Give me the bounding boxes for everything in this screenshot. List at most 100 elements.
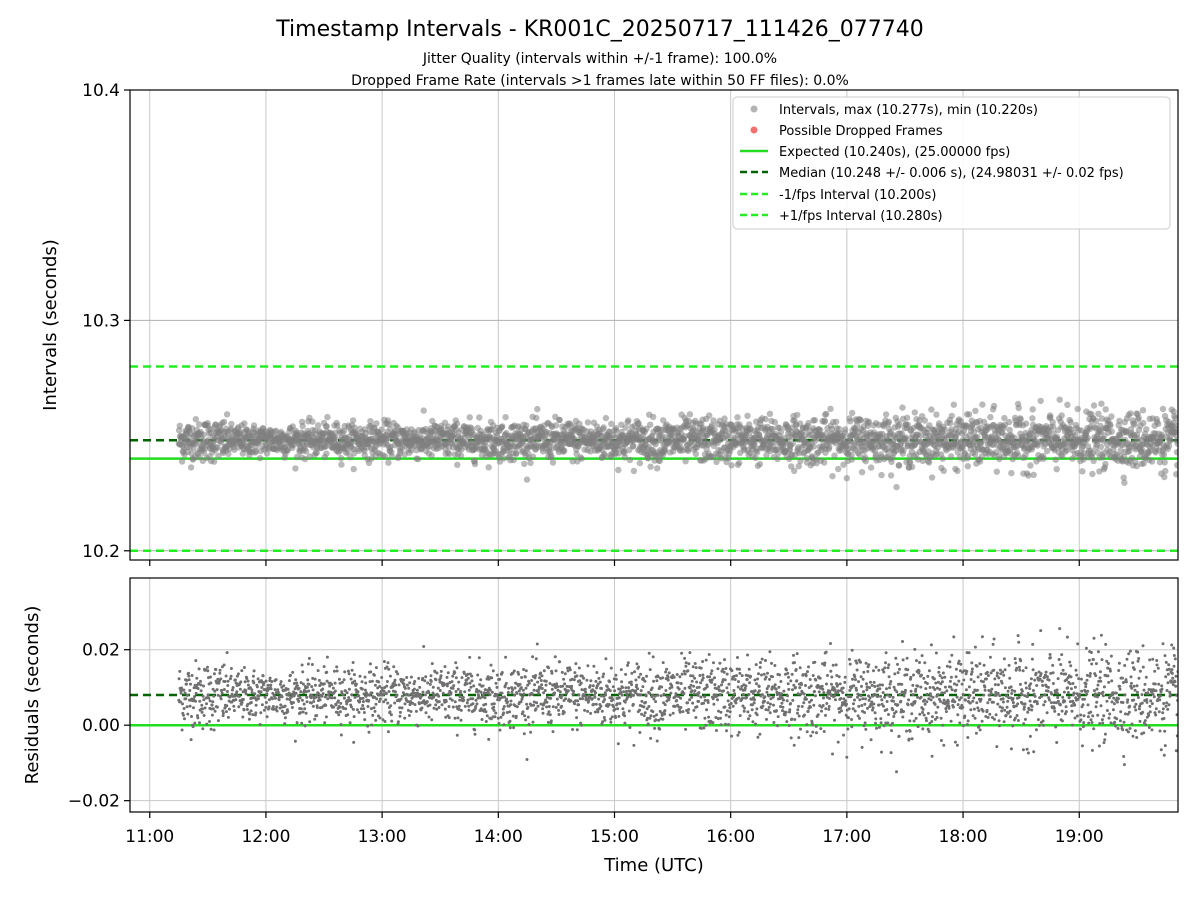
residual-point [252, 681, 256, 685]
residual-point [220, 688, 224, 692]
residual-point [700, 726, 704, 730]
residual-point [800, 705, 804, 708]
residual-point [594, 679, 598, 683]
interval-point [1093, 417, 1100, 425]
residual-point [814, 724, 818, 728]
residual-point [532, 688, 536, 692]
residual-point [645, 674, 649, 678]
residual-point [601, 675, 605, 679]
residual-point [190, 715, 193, 718]
residual-point [310, 663, 314, 666]
interval-point [821, 459, 828, 466]
residual-point [649, 736, 653, 740]
interval-point [349, 417, 357, 424]
residual-point [665, 667, 669, 671]
residual-point [580, 674, 584, 678]
residual-point [438, 689, 442, 692]
residual-point [337, 713, 341, 717]
residual-point [338, 681, 342, 685]
residual-point [764, 708, 768, 712]
residual-point [424, 711, 428, 715]
residual-point [463, 704, 467, 708]
interval-point [1084, 434, 1091, 442]
residual-point [692, 708, 696, 712]
residual-point [293, 739, 297, 743]
residual-point [384, 698, 388, 702]
residual-point [235, 690, 239, 694]
residual-point [775, 709, 778, 713]
residual-point [454, 661, 458, 665]
residual-point [815, 731, 818, 735]
residual-point [676, 681, 680, 685]
residual-point [622, 690, 626, 694]
residual-point [671, 711, 675, 715]
residual-point [206, 665, 209, 669]
intervals-y-ticks: 10.210.310.4 [82, 81, 130, 562]
residual-point [374, 666, 378, 670]
residual-point [209, 681, 213, 685]
residual-point [600, 709, 604, 713]
residual-point [667, 698, 671, 702]
residual-point [790, 672, 794, 676]
residual-point [736, 656, 739, 659]
residual-point [311, 688, 315, 692]
interval-point [1148, 458, 1156, 465]
interval-point [766, 410, 774, 417]
residual-point [718, 693, 722, 696]
interval-point [870, 442, 877, 449]
residual-point [679, 706, 683, 709]
residual-point [746, 653, 749, 657]
interval-point [220, 418, 228, 426]
residual-point [766, 671, 769, 675]
residual-point [521, 695, 525, 699]
residual-point [590, 697, 594, 701]
residual-point [178, 669, 182, 673]
residual-point [534, 674, 538, 677]
residual-point [706, 701, 710, 704]
interval-point [1040, 455, 1047, 462]
residual-point [710, 678, 714, 682]
residual-point [495, 693, 499, 696]
residual-point [491, 669, 495, 673]
residual-point [272, 694, 276, 698]
residual-point [765, 690, 769, 694]
interval-point [685, 445, 692, 453]
residual-point [338, 705, 342, 709]
interval-point [1173, 471, 1178, 478]
residual-point [522, 668, 526, 671]
residual-point [222, 688, 226, 691]
residual-point [424, 675, 428, 679]
residual-point [385, 680, 389, 683]
residual-point [652, 697, 656, 701]
residual-point [251, 713, 255, 717]
residual-point [722, 689, 725, 693]
residual-point [367, 699, 371, 702]
residual-point [664, 670, 668, 674]
residual-point [779, 680, 783, 683]
interval-point [775, 450, 782, 457]
residual-point [427, 691, 431, 695]
interval-point [810, 443, 817, 450]
interval-point [987, 413, 994, 421]
residual-point [788, 710, 791, 714]
interval-point [736, 459, 743, 467]
residual-point [287, 691, 291, 695]
residual-point [776, 715, 780, 719]
residual-point [428, 682, 432, 686]
residual-point [697, 691, 701, 695]
residual-point [453, 700, 457, 704]
interval-point [293, 453, 301, 461]
interval-point [908, 463, 916, 470]
residual-point [543, 689, 547, 692]
residual-point [535, 701, 539, 705]
residual-point [455, 666, 459, 670]
residual-point [724, 722, 727, 726]
residual-point [793, 718, 797, 721]
residual-point [505, 697, 509, 701]
residual-point [537, 691, 541, 695]
interval-point [858, 469, 866, 476]
residual-point [723, 658, 726, 662]
residual-point [269, 687, 273, 691]
residual-point [441, 691, 445, 695]
residual-point [820, 684, 824, 688]
